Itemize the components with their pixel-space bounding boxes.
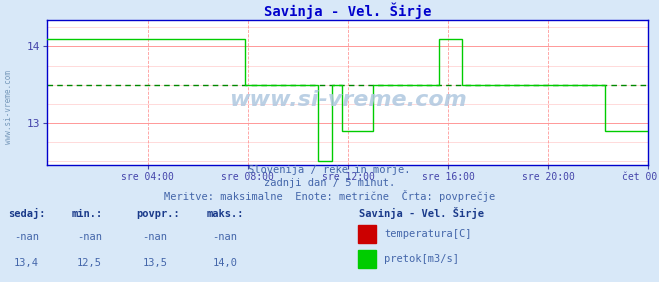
Text: pretok[m3/s]: pretok[m3/s] <box>384 254 459 264</box>
Text: www.si-vreme.com: www.si-vreme.com <box>4 70 13 144</box>
Text: -nan: -nan <box>14 232 39 242</box>
Text: Slovenija / reke in morje.: Slovenija / reke in morje. <box>248 165 411 175</box>
Text: 12,5: 12,5 <box>77 258 102 268</box>
Text: www.si-vreme.com: www.si-vreme.com <box>229 90 467 110</box>
Text: -nan: -nan <box>212 232 237 242</box>
Text: Meritve: maksimalne  Enote: metrične  Črta: povprečje: Meritve: maksimalne Enote: metrične Črta… <box>164 190 495 202</box>
Text: 14,0: 14,0 <box>212 258 237 268</box>
Text: 13,4: 13,4 <box>14 258 39 268</box>
Text: min.:: min.: <box>71 209 102 219</box>
Title: Savinja - Vel. Širje: Savinja - Vel. Širje <box>264 2 432 19</box>
Text: sedaj:: sedaj: <box>8 208 45 219</box>
Text: -nan: -nan <box>142 232 167 242</box>
Text: 13,5: 13,5 <box>142 258 167 268</box>
Text: -nan: -nan <box>77 232 102 242</box>
Text: povpr.:: povpr.: <box>136 209 180 219</box>
Text: maks.:: maks.: <box>206 209 244 219</box>
Text: temperatura[C]: temperatura[C] <box>384 229 472 239</box>
Text: zadnji dan / 5 minut.: zadnji dan / 5 minut. <box>264 178 395 188</box>
Text: Savinja - Vel. Širje: Savinja - Vel. Širje <box>359 207 484 219</box>
